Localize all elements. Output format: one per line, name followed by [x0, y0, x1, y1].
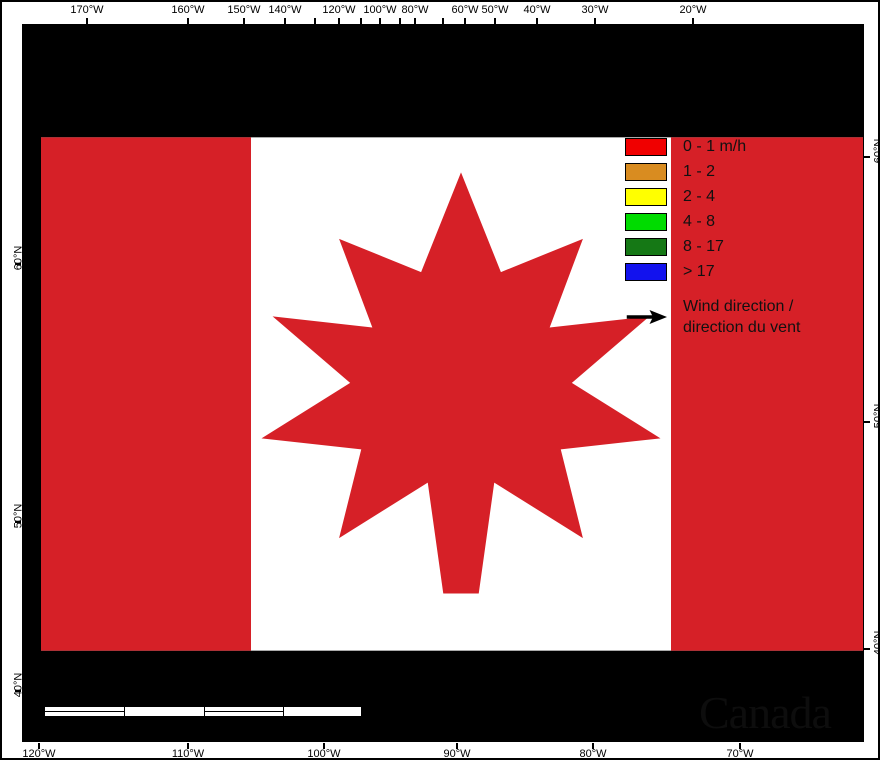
map-title-en: Transport Wind Vector	[541, 30, 823, 60]
axis-tick	[15, 690, 21, 692]
axis-tick	[594, 18, 596, 24]
axis-label: 70°W	[726, 748, 754, 760]
axis-label: 120°W	[322, 4, 356, 16]
axis-tick	[284, 18, 286, 24]
axis-tick	[360, 18, 362, 24]
axis-tick	[739, 743, 741, 749]
axis-tick	[243, 18, 245, 24]
legend-swatch	[625, 212, 667, 231]
scale-bar-label: 1000	[187, 741, 218, 742]
axis-label: 50°N	[12, 503, 25, 528]
axis-tick	[456, 743, 458, 749]
wordmark-flag-icon	[825, 694, 864, 742]
wind-direction-label: Wind direction / direction du vent	[683, 296, 800, 338]
dept-name-fr-line2: Canada	[191, 56, 235, 70]
map-title-block: Transport Wind Vector Vecteur éolien de …	[541, 29, 863, 122]
axis-tick	[464, 18, 466, 24]
scale-bar-label: 0	[40, 741, 48, 742]
axis-label: 40°W	[523, 4, 551, 16]
dept-name-fr-line1: Ressources naturelles	[191, 38, 315, 52]
axis-label: 60°W	[451, 4, 479, 16]
canada-flag-icon	[41, 137, 863, 651]
scale-bar-label: 1500	[267, 741, 298, 742]
axis-label: 160°W	[171, 4, 205, 16]
legend-label: > 17	[683, 262, 715, 280]
wind-direction-label-en: Wind direction /	[683, 298, 794, 315]
legend-item: 2 - 4	[625, 184, 800, 209]
axis-tick	[314, 18, 316, 24]
axis-label: 40°N	[12, 672, 25, 697]
axis-tick	[86, 18, 88, 24]
legend-swatch	[625, 162, 667, 181]
axis-tick	[692, 18, 694, 24]
legend-swatch	[625, 262, 667, 281]
dept-name-en: Natural Resources Canada	[89, 36, 193, 72]
axis-label: 150°W	[227, 4, 261, 16]
legend-wind-direction: Wind direction / direction du vent	[625, 296, 800, 338]
axis-tick	[442, 18, 444, 24]
axis-tick	[864, 156, 870, 158]
scale-bar	[44, 706, 362, 717]
axis-tick	[338, 18, 340, 24]
axis-tick	[379, 18, 381, 24]
axis-tick	[399, 18, 401, 24]
axis-label: 60°N	[872, 138, 880, 163]
legend-label: 1 - 2	[683, 162, 716, 180]
legend-swatch	[625, 137, 667, 156]
legend-item: 4 - 8	[625, 209, 800, 234]
scale-bar-label: 2000 km	[357, 741, 412, 742]
legend-swatch	[625, 187, 667, 206]
map-canvas: Natural Resources Canada Ressources natu…	[22, 24, 864, 742]
dept-name-fr: Ressources naturelles Canada	[191, 36, 315, 72]
axis-label: 90°W	[443, 748, 471, 760]
wind-direction-label-fr: direction du vent	[683, 319, 801, 336]
axis-label: 100°W	[363, 4, 397, 16]
axis-label: 50°N	[872, 403, 880, 428]
axis-label: 30°W	[581, 4, 609, 16]
legend-item: > 17	[625, 259, 800, 284]
canada-wordmark: Canada	[699, 687, 832, 738]
axis-label: 140°W	[268, 4, 302, 16]
axis-tick	[864, 421, 870, 423]
legend-label: 0 - 1 m/h	[683, 137, 747, 155]
legend: 0 - 1 m/h 1 - 2 2 - 4 4 - 8 8 - 17 > 17 Wind …	[625, 134, 800, 338]
scale-bar-label: 500	[112, 741, 135, 742]
axis-tick	[494, 18, 496, 24]
map-date: 2016-04-02	[541, 95, 654, 120]
axis-tick	[414, 18, 416, 24]
wind-arrow-icon	[625, 296, 667, 338]
legend-item: 8 - 17	[625, 234, 800, 259]
map-title-fr: Vecteur éolien de transp	[541, 62, 846, 92]
axis-tick	[38, 743, 40, 749]
axis-label: 170°W	[70, 4, 104, 16]
axis-label: 100°W	[307, 748, 341, 760]
axis-label: 120°W	[22, 748, 56, 760]
axis-label: 80°W	[579, 748, 607, 760]
axis-tick	[536, 18, 538, 24]
axis-label: 40°N	[872, 630, 880, 655]
axis-tick	[592, 743, 594, 749]
axis-label: 20°W	[679, 4, 707, 16]
axis-tick	[187, 18, 189, 24]
axis-label: 50°W	[481, 4, 509, 16]
dept-name-en-line2: Canada	[89, 56, 133, 70]
legend-item: 1 - 2	[625, 159, 800, 184]
legend-item: 0 - 1 m/h	[625, 134, 800, 159]
axis-tick	[15, 263, 21, 265]
axis-tick	[187, 743, 189, 749]
legend-swatch	[625, 237, 667, 256]
axis-tick	[15, 521, 21, 523]
legend-label: 8 - 17	[683, 237, 724, 255]
axis-label: 110°W	[171, 748, 205, 760]
axis-label: 60°N	[12, 245, 25, 270]
legend-items: 0 - 1 m/h 1 - 2 2 - 4 4 - 8 8 - 17 > 17	[625, 134, 800, 284]
axis-tick	[864, 648, 870, 650]
legend-label: 4 - 8	[683, 212, 716, 230]
legend-label: 2 - 4	[683, 187, 716, 205]
axis-label: 80°W	[401, 4, 429, 16]
axis-tick	[323, 743, 325, 749]
dept-name-en-line1: Natural Resources	[89, 38, 193, 52]
